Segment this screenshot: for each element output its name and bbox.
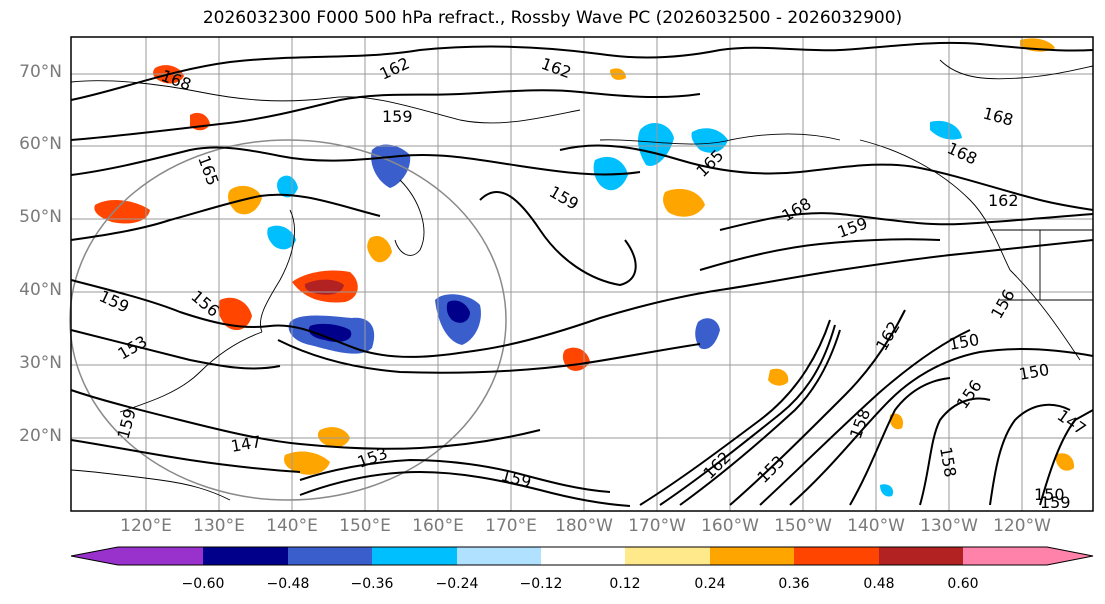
lon-label: 140°E	[266, 516, 318, 536]
colorbar-segment	[879, 547, 963, 565]
colorbar-segment	[794, 547, 879, 565]
colorbar-segment	[710, 547, 794, 565]
lon-label: 170°E	[485, 516, 537, 536]
colorbar-tick-label: 0.60	[947, 576, 979, 592]
lon-label: 160°W	[701, 516, 759, 536]
colorbar-tick-label: 0.24	[694, 576, 726, 592]
colorbar-tick-label: −0.36	[350, 576, 394, 592]
height-contours	[70, 41, 1094, 507]
colorbar-tick-label: 0.48	[863, 576, 895, 592]
lon-label: 150°W	[774, 516, 832, 536]
lon-label: 120°E	[120, 516, 172, 536]
colorbar-segment	[625, 547, 710, 565]
contour-label: 159	[382, 107, 413, 126]
colorbar-segment	[541, 547, 625, 565]
colorbar-tick-label: −0.60	[181, 576, 225, 592]
colorbar-segment	[288, 547, 372, 565]
lon-label: 130°E	[193, 516, 245, 536]
lat-label: 40°N	[19, 280, 62, 300]
colorbar-outline	[70, 546, 1094, 566]
colorbar-segment	[203, 547, 288, 565]
colorbar-tick-label: −0.12	[519, 576, 563, 592]
anomaly-shading	[94, 38, 1075, 497]
colorbar-tick-label: 0.12	[609, 576, 641, 592]
lat-label: 70°N	[19, 62, 62, 82]
contour-label: 162	[988, 191, 1019, 210]
lon-label: 130°W	[920, 516, 978, 536]
lon-label: 170°W	[628, 516, 686, 536]
region-ellipse	[69, 139, 507, 501]
lon-label: 120°W	[993, 516, 1051, 536]
colorbar-segment	[71, 547, 203, 565]
coastlines	[70, 59, 1094, 501]
lon-label: 160°E	[412, 516, 464, 536]
lat-label: 60°N	[19, 134, 62, 154]
colorbar-tick-label: −0.24	[435, 576, 479, 592]
colorbar-segment	[372, 547, 457, 565]
colorbar-tick-label: −0.48	[266, 576, 310, 592]
lat-label: 30°N	[19, 353, 62, 373]
contour-label: 159	[1040, 493, 1071, 512]
plot-frame	[70, 36, 1094, 512]
lat-label: 50°N	[19, 207, 62, 227]
plot-area	[71, 37, 1093, 511]
lon-label: 180°W	[555, 516, 613, 536]
lon-label: 140°W	[847, 516, 905, 536]
lon-label: 150°E	[339, 516, 391, 536]
lat-label: 20°N	[19, 426, 62, 446]
contour-label: 150	[1034, 485, 1065, 504]
colorbar-segment	[963, 547, 1093, 565]
colorbar-tick-label: 0.36	[778, 576, 810, 592]
colorbar-segment	[457, 547, 541, 565]
map-title: 2026032300 F000 500 hPa refract., Rossby…	[202, 8, 903, 28]
